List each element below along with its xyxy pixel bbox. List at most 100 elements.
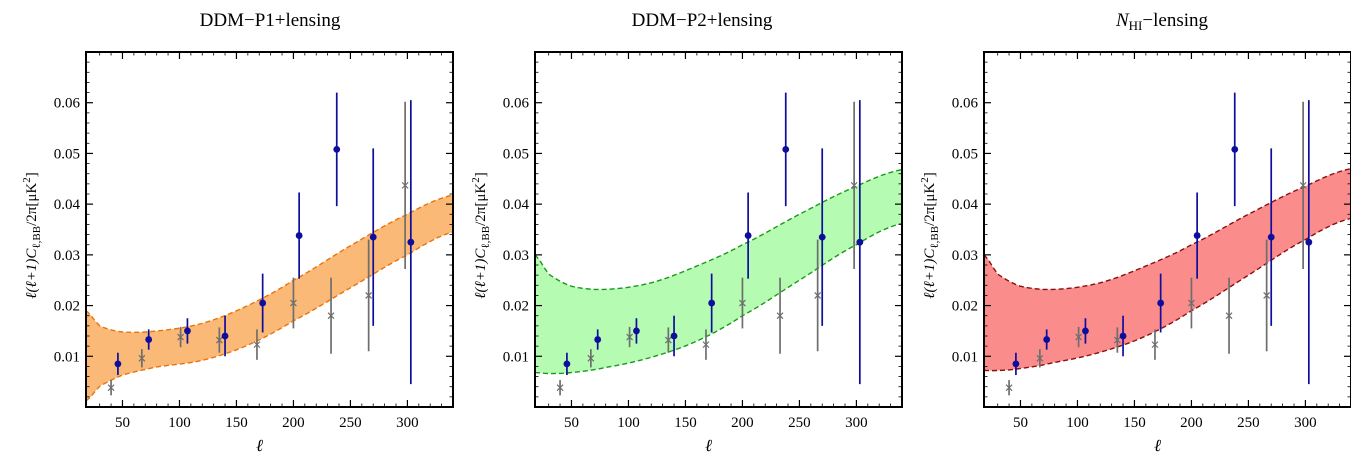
data-point-cross-2 [1036,349,1044,368]
x-tick-label: 200 [1180,415,1203,431]
data-point-cross-6 [1188,277,1195,329]
data-point-cross-6 [290,277,297,329]
data-point-cross-5 [253,329,261,360]
y-tick-label: 0.05 [952,146,978,162]
x-tick-label: 200 [282,415,305,431]
data-point-dot-7 [333,92,341,207]
data-point-cross-7 [776,277,784,354]
chart-panel-2: 50 100 150 200 250 300 0.01 0.02 0.03 0.04 0.05 0.0… [470,10,903,455]
data-point-cross-8 [1263,239,1271,352]
x-axis-label: ℓ [1154,436,1161,455]
data-point-dot-2 [1043,329,1051,350]
band-upper-edge [535,168,902,291]
band-lower-edge [86,231,453,402]
y-axis-label: ℓ(ℓ+1)Cℓ,BB/2π[μK2] [470,172,492,298]
plot-frame [534,51,903,408]
x-tick-label: 100 [1066,415,1089,431]
y-tick-label: 0.06 [503,96,530,112]
band-upper-edge [984,167,1351,291]
data-point-cross-3 [177,326,185,348]
y-tick-label: 0.01 [503,349,529,365]
data-point-cross-9 [850,101,858,270]
y-tick-label: 0.03 [54,248,80,264]
data-point-dot-7 [1231,92,1239,207]
data-point-cross-1 [1005,380,1013,396]
x-tick-label: 250 [339,415,362,431]
data-point-cross-1 [556,380,564,396]
data-point-cross-8 [365,239,373,352]
data-point-dot-4 [1119,315,1127,357]
data-point-dot-6 [744,192,752,279]
data-point-cross-3 [626,326,634,348]
y-tick-label: 0.04 [503,197,530,213]
plot-area [86,92,453,402]
plot-area [535,92,902,396]
chart-panel-1: 50 100 150 200 250 300 0.01 0.02 0.03 0.04 0.05 0.0… [21,10,454,455]
data-point-dot-9 [407,100,415,385]
data-point-dot-8 [1267,148,1275,326]
x-tick-label: 50 [1013,415,1028,431]
data-point-dot-2 [145,329,153,350]
data-point-dot-9 [1305,100,1313,385]
y-tick-label: 0.03 [952,248,978,264]
data-point-cross-4 [1113,327,1121,353]
chart-title: DDM−P1+lensing [200,10,341,31]
plot-frame [983,51,1351,408]
confidence-band [86,195,453,401]
data-point-dot-6 [1193,192,1201,279]
x-axis-label: ℓ [705,436,712,455]
x-tick-label: 250 [788,415,811,431]
data-point-dot-6 [295,192,303,279]
data-point-dot-4 [221,315,229,357]
y-tick-label: 0.06 [54,96,81,112]
data-point-dot-2 [594,329,602,350]
y-axis-label: ℓ(ℓ+1)Cℓ,BB/2π[μK2] [21,172,43,298]
data-point-dot-5 [1157,273,1165,333]
data-point-dot-1 [1012,352,1020,376]
y-tick-label: 0.03 [503,248,529,264]
data-point-cross-4 [215,327,223,353]
data-point-cross-5 [1151,329,1159,360]
data-point-cross-2 [587,349,595,368]
data-point-dot-8 [369,148,377,326]
y-tick-label: 0.02 [54,299,80,315]
y-tick-label: 0.01 [952,349,978,365]
x-tick-label: 50 [115,415,130,431]
x-tick-label: 300 [396,415,419,431]
data-point-cross-9 [1299,101,1307,270]
data-point-dot-5 [708,273,716,333]
x-tick-label: 300 [1294,415,1317,431]
confidence-band [535,169,902,374]
plot-area [984,92,1351,396]
y-tick-label: 0.04 [54,197,81,213]
data-point-cross-7 [1225,277,1233,354]
data-point-cross-6 [739,277,746,329]
y-tick-label: 0.06 [952,96,979,112]
chart-title: DDM−P2+lensing [632,10,773,31]
data-point-dot-3 [633,318,640,344]
y-tick-label: 0.02 [952,299,978,315]
data-point-cross-4 [664,327,672,353]
x-tick-label: 150 [225,415,248,431]
x-tick-label: 200 [731,415,754,431]
confidence-band [984,168,1351,371]
x-tick-label: 150 [674,415,697,431]
data-point-cross-5 [702,329,710,360]
data-point-cross-7 [327,277,335,354]
data-point-dot-7 [782,92,790,207]
chart-title: NHI−lensing [1115,10,1209,33]
data-point-cross-9 [401,101,409,270]
x-tick-label: 150 [1123,415,1146,431]
data-point-dot-9 [856,100,864,385]
data-point-dot-1 [114,352,122,376]
x-tick-label: 50 [564,415,579,431]
data-point-dot-8 [818,148,826,326]
band-upper-edge [86,194,453,334]
chart-panel-3: 50 100 150 200 250 300 0.01 0.02 0.03 0.04 0.05 0.0… [919,10,1351,455]
data-point-cross-3 [1075,326,1083,348]
y-tick-label: 0.01 [54,349,80,365]
data-point-dot-5 [259,273,267,333]
data-point-cross-1 [107,380,115,396]
y-axis-label: ℓ(ℓ+1)Cℓ,BB/2π[μK2] [919,172,941,298]
